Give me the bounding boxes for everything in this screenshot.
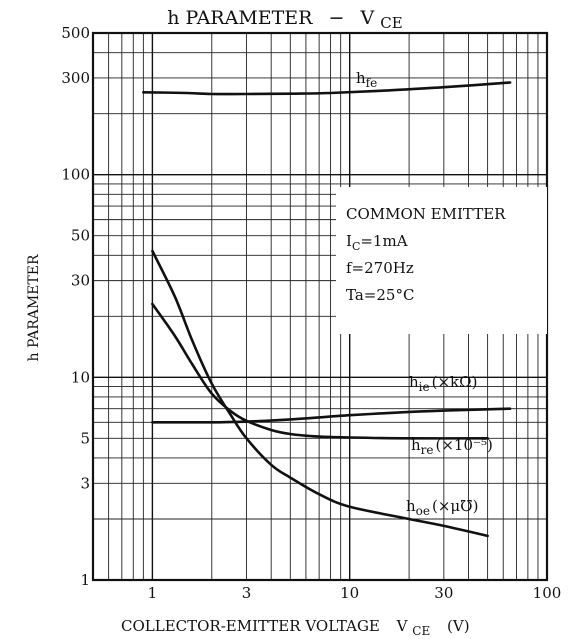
x-tick-label: 3 <box>242 584 252 602</box>
series-label-sub: fe <box>366 76 378 90</box>
y-tick-label: 300 <box>61 69 90 87</box>
chart-title: h PARAMETER − V CE <box>167 7 402 32</box>
x-tick-label: 30 <box>434 584 453 602</box>
x-axis-label: COLLECTOR-EMITTER VOLTAGE V CE (V) <box>121 617 470 639</box>
conditions-line-2-pre: I <box>346 232 352 250</box>
series-label-suffix: (×10⁻⁵) <box>436 436 493 454</box>
title-sep: − <box>329 7 345 29</box>
x-axis-label-v: V <box>396 617 409 635</box>
series-label-main: h <box>356 69 366 87</box>
conditions-line-4: Ta=25°C <box>346 286 414 304</box>
y-tick-label: 30 <box>71 272 90 290</box>
series-label-h-fe: hfe <box>356 69 377 90</box>
y-tick-label: 500 <box>61 24 90 42</box>
series-label-suffix: (×kΩ) <box>432 373 478 391</box>
x-axis-label-text: COLLECTOR-EMITTER VOLTAGE <box>121 617 380 635</box>
conditions-line-1: COMMON EMITTER <box>346 205 506 223</box>
series-label-main: h <box>409 373 419 391</box>
series-label-h-re: hre (×10⁻⁵) <box>411 436 493 457</box>
series-label-sub: oe <box>416 504 430 518</box>
y-tick-label: 1 <box>80 571 90 589</box>
x-axis-label-v-sub: CE <box>412 624 430 638</box>
conditions-box: COMMON EMITTER IC=1mA f=270Hz Ta=25°C <box>336 187 547 334</box>
conditions-line-2: IC=1mA <box>346 232 408 253</box>
series-label-suffix: (×μ℧) <box>432 497 478 515</box>
conditions-line-2-post: =1mA <box>360 232 407 250</box>
series-label-h-ie: hie (×kΩ) <box>409 373 477 394</box>
tick-labels: 1 3 10 30 100 1 3 5 10 30 50 100 300 500 <box>61 24 561 602</box>
series-curves <box>142 81 512 538</box>
series-line-h-fe <box>142 81 512 96</box>
x-tick-label: 10 <box>340 584 359 602</box>
y-tick-label: 5 <box>80 429 90 447</box>
series-label-sub: ie <box>419 380 430 394</box>
series-line-h-re <box>151 302 489 440</box>
conditions-line-3: f=270Hz <box>346 259 414 277</box>
conditions-line-2-sub: C <box>352 240 360 253</box>
series-line-h-ie <box>151 407 512 424</box>
x-axis-label-unit: (V) <box>447 617 470 635</box>
series-line-h-oe <box>151 249 489 538</box>
y-tick-label: 50 <box>71 227 90 245</box>
conditions-box-bg <box>336 187 547 334</box>
series-label-sub: re <box>421 443 434 457</box>
y-axis-label: h PARAMETER <box>26 254 42 361</box>
title-v-sub: CE <box>380 14 402 32</box>
x-tick-label: 100 <box>533 584 562 602</box>
x-tick-label: 1 <box>148 584 158 602</box>
y-tick-label: 3 <box>80 474 90 492</box>
title-v: V <box>360 7 375 29</box>
series-label-h-oe: hoe (×μ℧) <box>406 497 478 518</box>
title-main: h PARAMETER <box>167 7 313 29</box>
y-tick-label: 100 <box>61 166 90 184</box>
series-label-main: h <box>406 497 416 515</box>
y-tick-label: 10 <box>71 368 90 386</box>
series-label-main: h <box>411 436 421 454</box>
